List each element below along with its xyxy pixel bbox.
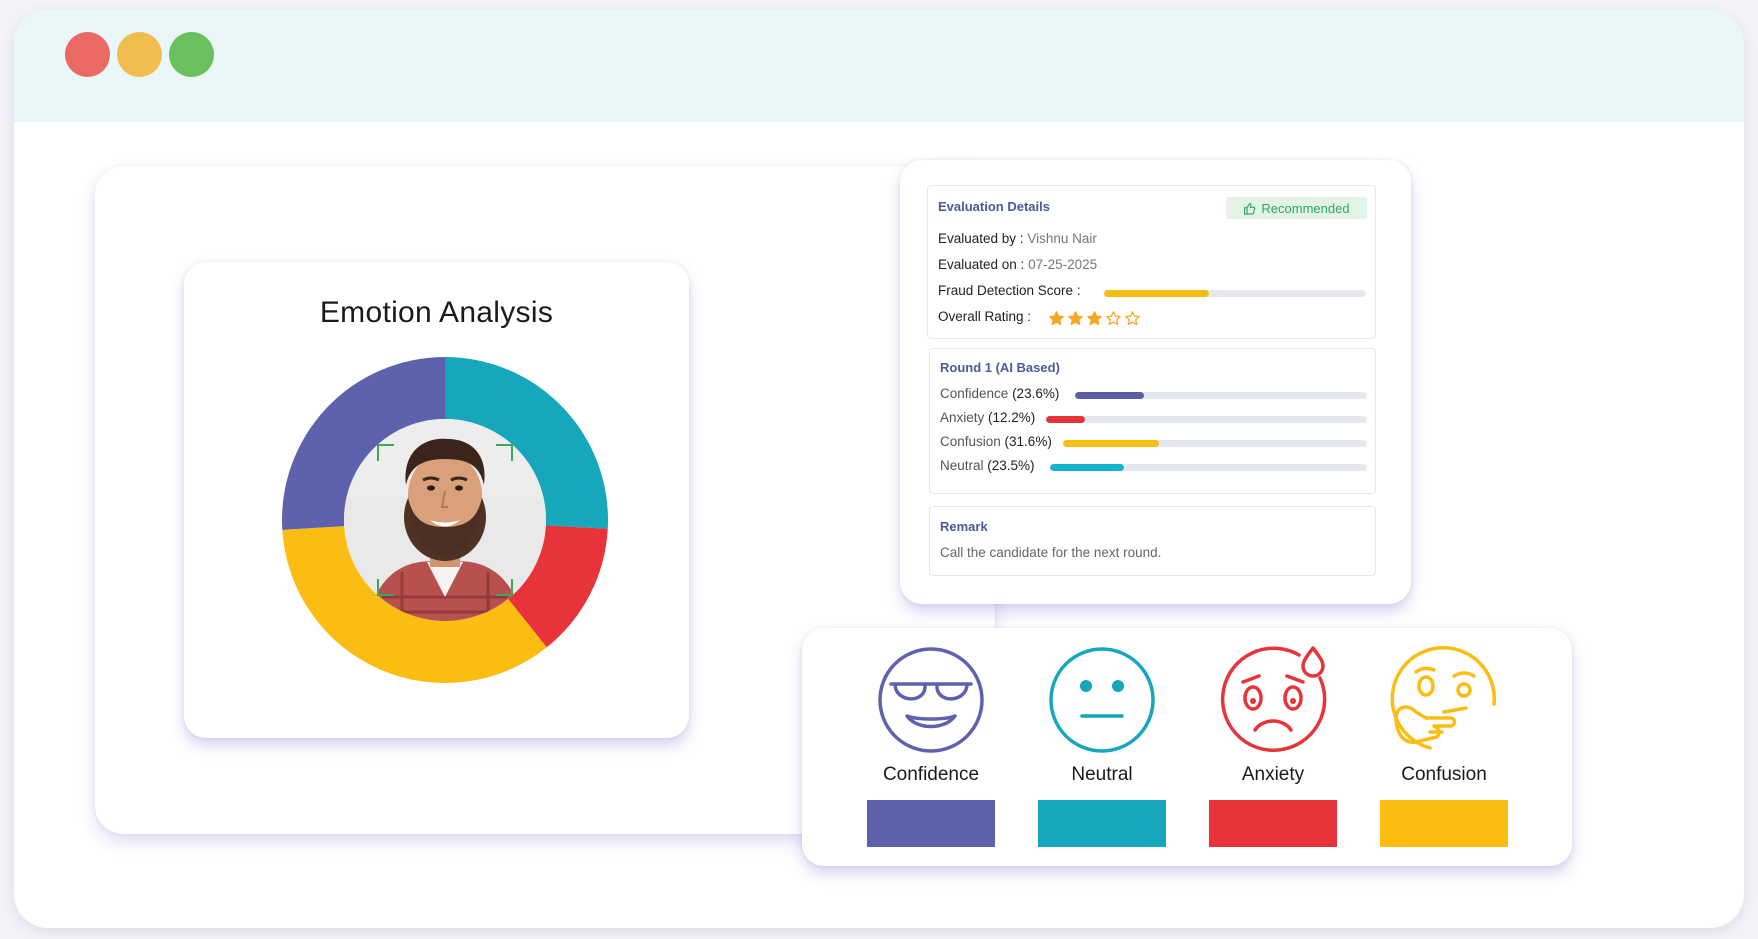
cool-sunglasses-face-icon: [878, 647, 984, 753]
emotion-row-confusion: Confusion (31.6%): [940, 434, 1052, 449]
star-filled-icon: [1068, 311, 1083, 326]
star-filled-icon: [1049, 311, 1064, 326]
emotion-donut-chart: [282, 357, 608, 683]
emotion-bar-fill-anxiety: [1046, 416, 1086, 423]
star-empty-icon: [1125, 311, 1140, 326]
thinking-face-icon: [1390, 646, 1497, 750]
legend-label-confidence: Confidence: [882, 764, 980, 785]
recommended-badge-label: Recommended: [1261, 200, 1350, 216]
emotion-row-label: Neutral: [940, 458, 988, 473]
emotion-row-percent: (31.6%): [1004, 434, 1052, 449]
emotion-bar-fill-confidence: [1075, 392, 1144, 399]
thumbs-up-icon: [1244, 202, 1256, 215]
fraud-detection-bar: [1104, 290, 1366, 297]
evaluated-by-label: Evaluated by :: [938, 231, 1024, 246]
star-empty-icon: [1106, 311, 1121, 326]
legend-swatch-anxiety: [1209, 800, 1337, 847]
overall-rating-stars: [1048, 310, 1141, 327]
emotion-row-label: Confidence: [940, 386, 1013, 401]
window-titlebar: [14, 10, 1744, 122]
evaluated-on-value: 07-25-2025: [1028, 257, 1098, 272]
remark-title: Remark: [940, 519, 988, 534]
evaluated-by-value: Vishnu Nair: [1027, 231, 1097, 246]
emotion-bar-confusion: [1063, 440, 1367, 447]
emotion-row-percent: (12.2%): [988, 410, 1036, 425]
legend-label-confusion: Confusion: [1401, 764, 1487, 785]
emotion-bar-anxiety: [1046, 416, 1367, 423]
emotion-bar-confidence: [1075, 392, 1367, 399]
evaluated-on-label: Evaluated on :: [938, 257, 1025, 272]
close-window-button[interactable]: [65, 32, 110, 77]
emotion-analysis-title: Emotion Analysis: [319, 296, 554, 329]
anxious-sweat-face-icon: [1220, 646, 1327, 752]
emotion-analysis-card: Emotion Analysis: [184, 262, 689, 738]
neutral-face-icon: [1049, 647, 1155, 753]
maximize-window-button[interactable]: [169, 32, 214, 77]
emotion-row-percent: (23.6%): [1012, 386, 1060, 401]
emotion-bar-fill-confusion: [1063, 440, 1160, 447]
emotion-row-anxiety: Anxiety (12.2%): [940, 410, 1035, 425]
emotion-bar-neutral: [1050, 464, 1367, 471]
round-section: Round 1 (AI Based) Confidence (23.6%) Anx…: [929, 348, 1376, 494]
evaluated-by-row: Evaluated by : Vishnu Nair: [938, 231, 1097, 246]
legend-swatch-confidence: [867, 800, 995, 847]
emotion-row-label: Confusion: [940, 434, 1005, 449]
legend-label-neutral: Neutral: [1071, 764, 1133, 785]
star-filled-icon: [1087, 311, 1102, 326]
donut-segment-confidence: [282, 357, 445, 530]
minimize-window-button[interactable]: [117, 32, 162, 77]
fraud-detection-bar-fill: [1104, 290, 1209, 297]
emotion-row-percent: (23.5%): [987, 458, 1035, 473]
emotion-row-label: Anxiety: [940, 410, 989, 425]
evaluation-details-card: Evaluation Details Recommended Evaluated…: [900, 160, 1411, 604]
emotion-bar-fill-neutral: [1050, 464, 1125, 471]
face-detection-frame: [377, 444, 513, 596]
evaluation-section: Evaluation Details Recommended Evaluated…: [927, 185, 1376, 339]
emotion-row-neutral: Neutral (23.5%): [940, 458, 1035, 473]
donut-segment-confusion: [282, 526, 547, 683]
donut-segment-neutral: [445, 357, 608, 529]
legend-swatch-confusion: [1380, 800, 1508, 847]
remark-section: Remark Call the candidate for the next r…: [929, 506, 1376, 576]
emotion-row-confidence: Confidence (23.6%): [940, 386, 1059, 401]
legend-swatch-neutral: [1038, 800, 1166, 847]
round-title: Round 1 (AI Based): [940, 360, 1060, 375]
evaluation-details-title: Evaluation Details: [938, 199, 1050, 214]
recommended-badge: Recommended: [1226, 197, 1367, 219]
legend-label-anxiety: Anxiety: [1241, 764, 1305, 785]
fraud-detection-label: Fraud Detection Score :: [938, 283, 1081, 298]
evaluated-on-row: Evaluated on : 07-25-2025: [938, 257, 1097, 272]
donut-segment-anxiety: [508, 525, 608, 648]
overall-rating-label: Overall Rating :: [938, 309, 1032, 324]
emotion-legend-card: Confidence Neutral Anxiety: [802, 628, 1572, 866]
remark-text: Call the candidate for the next round.: [940, 545, 1162, 560]
